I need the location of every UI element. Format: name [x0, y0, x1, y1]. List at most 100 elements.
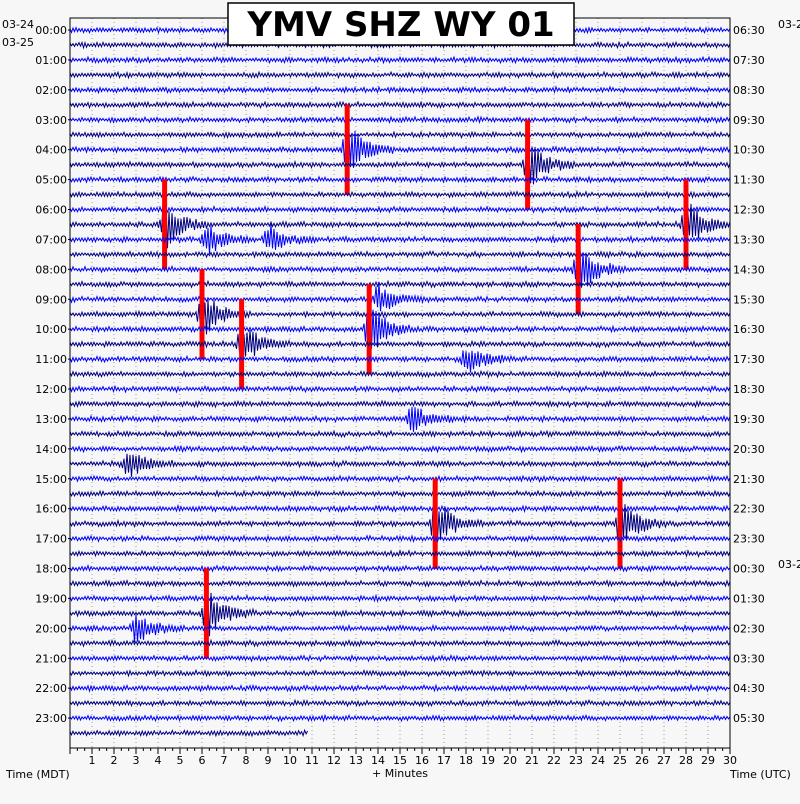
right-hour-label: 17:30 — [733, 353, 765, 366]
left-hour-label: 02:00 — [35, 84, 67, 97]
x-tick-label: 2 — [111, 754, 118, 767]
right-hour-label: 20:30 — [733, 443, 765, 456]
x-tick-label: 26 — [635, 754, 649, 767]
seismic-trace — [69, 146, 731, 185]
trace-layer — [69, 25, 731, 738]
left-hour-label: 17:00 — [35, 533, 67, 546]
x-tick-label: 28 — [679, 754, 693, 767]
left-hour-label: 03:00 — [35, 114, 67, 127]
right-hour-label: 22:30 — [733, 503, 765, 516]
left-date-top: 03-24 — [2, 18, 34, 31]
x-tick-label: 13 — [349, 754, 363, 767]
x-tick-label: 14 — [371, 754, 385, 767]
x-tick-label: 4 — [155, 754, 162, 767]
seismic-trace — [69, 728, 309, 738]
seismic-trace — [69, 429, 731, 439]
x-tick-label: 5 — [177, 754, 184, 767]
seismic-trace — [69, 698, 731, 708]
x-tick-label: 20 — [503, 754, 517, 767]
left-hour-label: 11:00 — [35, 353, 67, 366]
right-hour-label: 09:30 — [733, 114, 765, 127]
right-hour-label: 14:30 — [733, 263, 765, 276]
right-hour-label: 19:30 — [733, 413, 765, 426]
x-tick-label: 6 — [199, 754, 206, 767]
seismic-trace — [69, 130, 731, 168]
left-hour-labels: 00:00 01:00 02:00 03:00 04:00 05:00 06:00 07:00… — [35, 24, 70, 725]
seismic-trace — [69, 638, 731, 648]
right-hour-label: 05:30 — [733, 712, 765, 725]
right-hour-label: 04:30 — [733, 682, 765, 695]
left-hour-label: 18:00 — [35, 563, 67, 576]
clipped-event-marker — [344, 104, 350, 195]
chart-title: YMV SHZ WY 01 — [246, 5, 554, 45]
x-tick-label: 9 — [265, 754, 272, 767]
right-axis-label: Time (UTC) — [729, 768, 791, 781]
seismic-trace — [69, 283, 731, 312]
clipped-event-marker — [617, 478, 623, 569]
seismic-trace — [69, 668, 731, 678]
x-tick-label: 23 — [569, 754, 583, 767]
right-date-mid: 03-2 — [778, 558, 800, 571]
x-tick-label: 25 — [613, 754, 627, 767]
x-tick-label: 19 — [481, 754, 495, 767]
right-hour-label: 23:30 — [733, 533, 765, 546]
left-hour-label: 15:00 — [35, 473, 67, 486]
x-tick-label: 21 — [525, 754, 539, 767]
x-axis-label: + Minutes — [372, 767, 428, 780]
x-tick-label: 10 — [283, 754, 297, 767]
left-hour-label: 01:00 — [35, 54, 67, 67]
left-hour-label: 22:00 — [35, 682, 67, 695]
left-hour-label: 00:00 — [35, 24, 67, 37]
clipped-event-marker — [203, 568, 209, 659]
seismic-trace — [69, 309, 731, 349]
x-tick-label: 8 — [243, 754, 250, 767]
x-tick-label: 24 — [591, 754, 605, 767]
clipped-event-marker — [162, 179, 168, 270]
x-tick-label: 15 — [393, 754, 407, 767]
clipped-event-marker — [575, 224, 581, 315]
left-hour-label: 13:00 — [35, 413, 67, 426]
x-tick-label: 7 — [221, 754, 228, 767]
right-hour-label: 11:30 — [733, 174, 765, 187]
x-tick-label: 1 — [89, 754, 96, 767]
seismic-trace — [69, 578, 731, 588]
seismic-trace — [69, 534, 731, 543]
clipped-event-marker — [525, 119, 531, 210]
x-tick-label: 22 — [547, 754, 561, 767]
right-hour-label: 07:30 — [733, 54, 765, 67]
right-hour-label: 06:30 — [733, 24, 765, 37]
x-tick-label: 27 — [657, 754, 671, 767]
x-tick-label: 16 — [415, 754, 429, 767]
x-tick-label: 29 — [701, 754, 715, 767]
right-hour-label: 01:30 — [733, 592, 765, 605]
left-hour-label: 19:00 — [35, 592, 67, 605]
seismic-trace — [69, 115, 731, 125]
left-hour-label: 09:00 — [35, 293, 67, 306]
seismic-trace — [69, 592, 731, 637]
seismic-trace — [69, 224, 731, 254]
clipped-event-marker — [366, 284, 372, 375]
x-tick-label: 17 — [437, 754, 451, 767]
x-tick-label: 11 — [305, 754, 319, 767]
left-hour-label: 12:00 — [35, 383, 67, 396]
title-box — [227, 2, 575, 46]
left-date-start: 03-25 — [2, 36, 34, 49]
seismic-trace — [69, 406, 731, 432]
left-hour-label: 07:00 — [35, 233, 67, 246]
seismic-trace — [69, 100, 731, 110]
clipped-event-marker — [432, 478, 438, 569]
clipped-event-marker — [239, 299, 245, 390]
left-hour-label: 16:00 — [35, 503, 67, 516]
left-hour-label: 06:00 — [35, 204, 67, 217]
x-tick-label: 3 — [133, 754, 140, 767]
left-hour-label: 14:00 — [35, 443, 67, 456]
left-hour-label: 23:00 — [35, 712, 67, 725]
seismic-trace — [69, 350, 731, 373]
right-hour-label: 16:30 — [733, 323, 765, 336]
right-hour-label: 12:30 — [733, 204, 765, 217]
seismic-trace — [69, 549, 731, 559]
seismic-trace — [69, 55, 731, 65]
right-hour-label: 00:30 — [733, 563, 765, 576]
left-hour-label: 08:00 — [35, 263, 67, 276]
